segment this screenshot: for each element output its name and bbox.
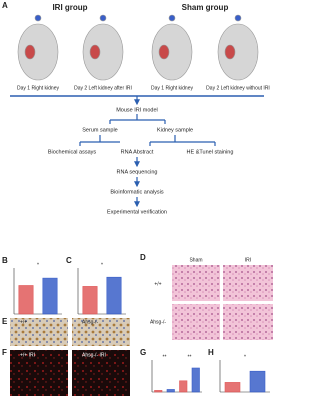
column-label: Sham [189,257,202,263]
significance: * [37,262,39,268]
mice [17,14,259,81]
bar [154,390,163,393]
image-label: Ahsg-/- [82,319,98,325]
flow-node: Kidney sample [157,127,193,133]
bar [166,389,175,393]
column-label: IRI [245,257,251,263]
bar [249,370,266,393]
ihc-image [10,318,68,346]
flow-node: RNA Abstract [121,149,154,155]
flowchart: Mouse IRI model Serum sample Kidney samp… [48,96,234,215]
panel-letter: E [2,317,8,326]
tunel-image [10,350,68,396]
panel-letter: D [140,253,146,262]
image-label: +/+ [20,319,27,325]
step-label: Day 2 Left kidney without IRI [206,85,270,91]
step-label: Day 1 Right kidney [17,85,59,91]
panel-letter: B [2,256,8,265]
row-label: Ahsg-/- [150,319,166,325]
flow-node: Bioinformatic analysis [110,189,163,195]
flow-node: RNA sequencing [117,169,158,175]
flow-node: Biochemical assays [48,149,97,155]
group-title: Sham group [182,3,229,12]
ihc-image [72,318,130,346]
panel-letter: F [2,348,7,357]
group-title: IRI group [52,3,87,12]
bar [42,277,58,315]
bar [106,276,122,315]
panel-letter: G [140,348,146,357]
flow-node: Serum sample [82,127,117,133]
he-images [172,265,273,340]
step-label: Day 2 Left kidney after IRI [74,85,132,91]
significance: ** [163,354,167,360]
bar [18,285,34,315]
flow-node: Mouse IRI model [116,107,158,113]
bar [179,380,188,393]
row-label: +/+ [154,281,161,287]
bar [191,367,200,393]
flow-node: HE &Tunel staining [187,149,234,155]
significance: ** [188,354,192,360]
tunel-image [72,350,130,396]
image-label: +/+ IRI [20,352,35,358]
flow-node: Experimental verification [107,209,167,215]
panel-letter: H [208,348,214,357]
step-label: Day 1 Right kidney [151,85,193,91]
bar [82,286,98,315]
image-label: Ahsg-/- IRI [82,352,106,358]
significance: * [101,262,103,268]
significance: * [244,354,246,360]
bar [224,382,241,393]
panel-letter: C [66,256,72,265]
figure: A IRI group Sham group Day 1 Right kidne… [2,1,273,396]
panel-letter: A [2,1,8,10]
